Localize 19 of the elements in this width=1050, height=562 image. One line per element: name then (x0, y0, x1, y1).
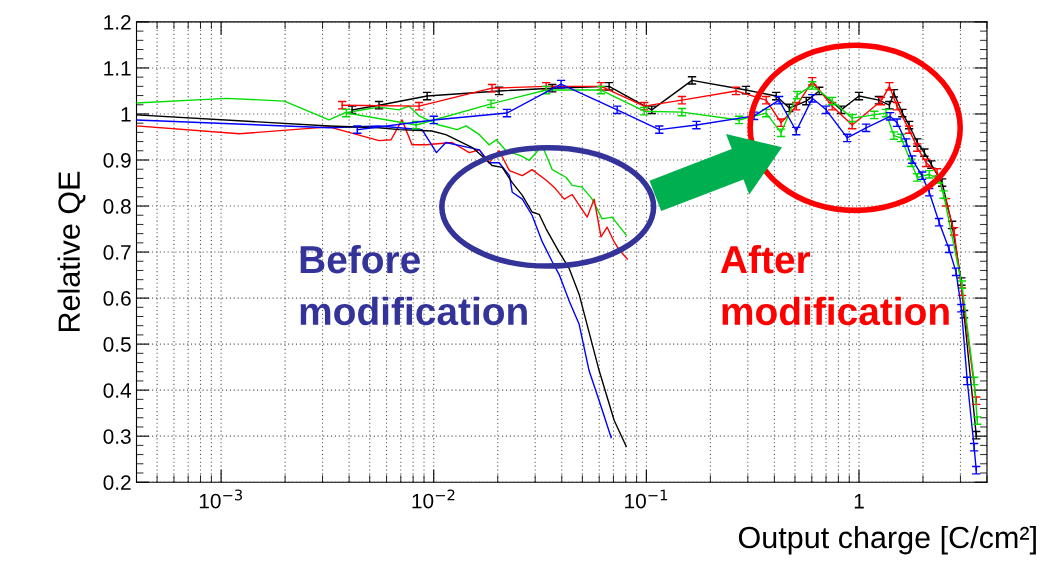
y-tick-label: 0.4 (103, 383, 132, 398)
x-axis-title: Output charge [C/cm²] (738, 525, 1036, 555)
x-tick-label: 10$^{−3}$ (199, 489, 242, 509)
y-tick-label: 1 (121, 107, 131, 122)
y-tick-label: 0.5 (103, 337, 131, 352)
x-tick-label: 1 (854, 494, 864, 509)
y-tick-label: 0.2 (103, 475, 131, 490)
annotation: Before modification (300, 244, 527, 326)
y-tick-label: 0.7 (103, 245, 131, 260)
y-tick-label: 1.1 (104, 61, 131, 76)
y-tick-label: 0.8 (103, 199, 131, 214)
y-tick-label: 0.3 (103, 429, 131, 444)
annotation: After modification (720, 244, 949, 326)
y-tick-label: 0.6 (103, 291, 131, 306)
y-tick-label: 1.2 (104, 14, 131, 30)
y-axis-title: Relative QE (57, 171, 86, 332)
x-tick-label: 10$^{−2}$ (412, 489, 455, 509)
x-tick-label: 10$^{−1}$ (625, 489, 668, 509)
y-tick-label: 0.9 (103, 153, 131, 168)
